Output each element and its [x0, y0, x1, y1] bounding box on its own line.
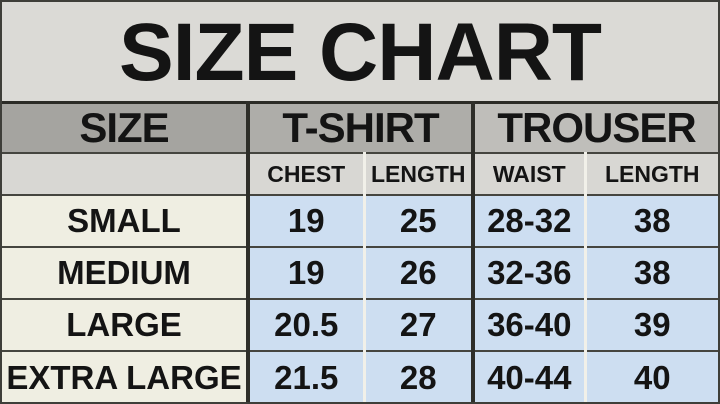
cell-trouser-length: 39 — [583, 298, 718, 351]
sub-header-row: CHEST LENGTH WAIST LENGTH — [2, 152, 718, 195]
cell-size: EXTRA LARGE — [2, 350, 248, 402]
subheader-chest: CHEST — [246, 152, 364, 195]
subheader-trouser-length: LENGTH — [583, 152, 718, 195]
table-row-large: LARGE 20.5 27 36-40 39 — [2, 298, 718, 351]
cell-chest: 20.5 — [246, 298, 364, 351]
table-row-extra-large: EXTRA LARGE 21.5 28 40-44 40 — [2, 350, 718, 402]
cell-waist: 40-44 — [471, 350, 586, 402]
size-chart-table: SIZE T-SHIRT TROUSER CHEST LENGTH WAIST … — [2, 101, 718, 402]
cell-size: MEDIUM — [2, 246, 248, 299]
cell-trouser-length: 38 — [583, 246, 718, 299]
header-trouser: TROUSER — [471, 101, 718, 153]
cell-chest: 21.5 — [246, 350, 364, 402]
cell-tshirt-length: 25 — [362, 194, 474, 247]
cell-size: SMALL — [2, 194, 248, 247]
title-bar: SIZE CHART — [2, 2, 718, 101]
header-size: SIZE — [2, 101, 248, 153]
cell-tshirt-length: 28 — [362, 350, 474, 402]
group-header-row: SIZE T-SHIRT TROUSER — [2, 101, 718, 153]
table-row-small: SMALL 19 25 28-32 38 — [2, 194, 718, 247]
cell-tshirt-length: 27 — [362, 298, 474, 351]
table-row-medium: MEDIUM 19 26 32-36 38 — [2, 246, 718, 299]
cell-chest: 19 — [246, 194, 364, 247]
header-tshirt: T-SHIRT — [245, 101, 474, 153]
cell-trouser-length: 40 — [583, 350, 718, 402]
cell-waist: 32-36 — [471, 246, 586, 299]
subheader-waist: WAIST — [471, 152, 586, 195]
subheader-empty — [2, 152, 248, 195]
cell-tshirt-length: 26 — [362, 246, 474, 299]
cell-waist: 28-32 — [471, 194, 586, 247]
cell-trouser-length: 38 — [583, 194, 718, 247]
cell-size: LARGE — [2, 298, 248, 351]
subheader-tshirt-length: LENGTH — [362, 152, 474, 195]
cell-chest: 19 — [246, 246, 364, 299]
page-title: SIZE CHART — [119, 6, 602, 98]
cell-waist: 36-40 — [471, 298, 586, 351]
